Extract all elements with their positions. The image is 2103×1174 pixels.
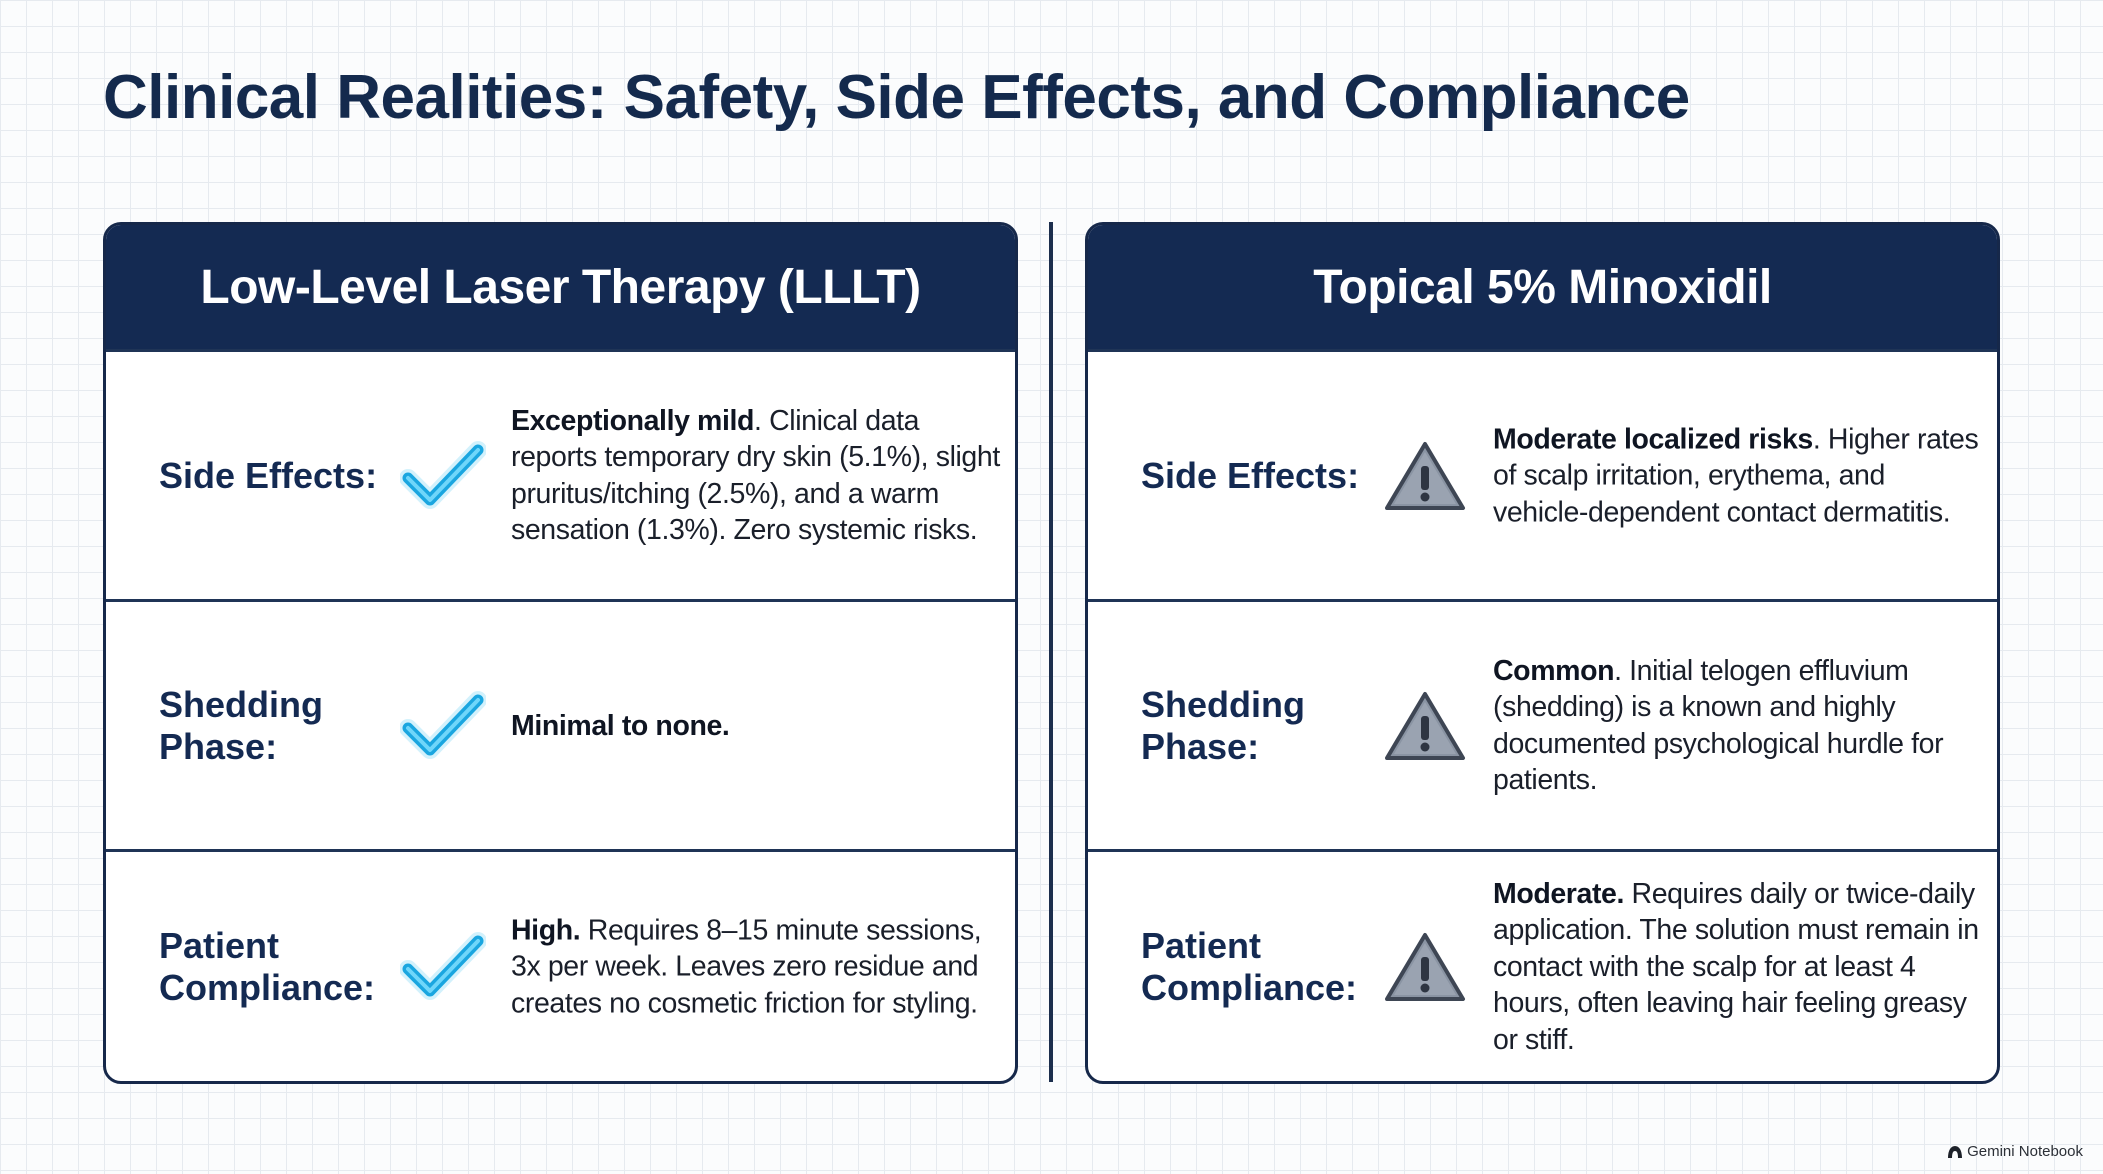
row-description: High. Requires 8–15 minute sessions, 3x … [511,913,982,1019]
check-icon [398,927,488,1007]
lllt-panel: Low-Level Laser Therapy (LLLT) Side Effe… [103,222,1018,1084]
row-label: Patient Compliance: [159,924,376,1008]
lllt-row-side-effects: Side Effects: Exceptionally mild. Clinic… [106,349,1015,599]
row-description: Minimal to none. [511,709,730,742]
row-description: Moderate. Requires daily or twice-daily … [1493,877,1979,1056]
check-icon [398,686,488,766]
page-title: Clinical Realities: Safety, Side Effects… [103,63,1690,132]
warning-icon [1380,927,1470,1007]
minoxidil-row-compliance: Patient Compliance: Moderate. Requires d… [1088,849,1997,1081]
lllt-panel-header: Low-Level Laser Therapy (LLLT) [106,225,1015,349]
row-label: Shedding Phase: [159,683,323,767]
lllt-row-shedding: Shedding Phase: Minimal to none. [106,599,1015,849]
panel-divider [1049,222,1053,1082]
watermark-label: Gemini Notebook [1967,1143,2083,1160]
warning-icon [1380,686,1470,766]
minoxidil-panel: Topical 5% Minoxidil Side Effects: Moder… [1085,222,2000,1084]
row-label: Patient Compliance: [1141,924,1358,1008]
check-icon [398,436,488,516]
notebook-logo-icon [1948,1145,1963,1158]
row-description: Moderate localized risks. Higher rates o… [1493,422,1979,528]
minoxidil-row-side-effects: Side Effects: Moderate localized risks. … [1088,349,1997,599]
watermark: Gemini Notebook [1947,1143,2083,1160]
row-description: Common. Initial telogen effluvium (shedd… [1493,654,1944,797]
lllt-row-compliance: Patient Compliance: High. Requires 8–15 … [106,849,1015,1081]
row-label: Shedding Phase: [1141,683,1305,767]
minoxidil-row-shedding: Shedding Phase: Common. Initial telogen … [1088,599,1997,849]
row-description: Exceptionally mild. Clinical data report… [511,404,1000,547]
minoxidil-panel-header: Topical 5% Minoxidil [1088,225,1997,349]
warning-icon [1380,436,1470,516]
row-label: Side Effects: [159,454,378,496]
row-label: Side Effects: [1141,454,1360,496]
